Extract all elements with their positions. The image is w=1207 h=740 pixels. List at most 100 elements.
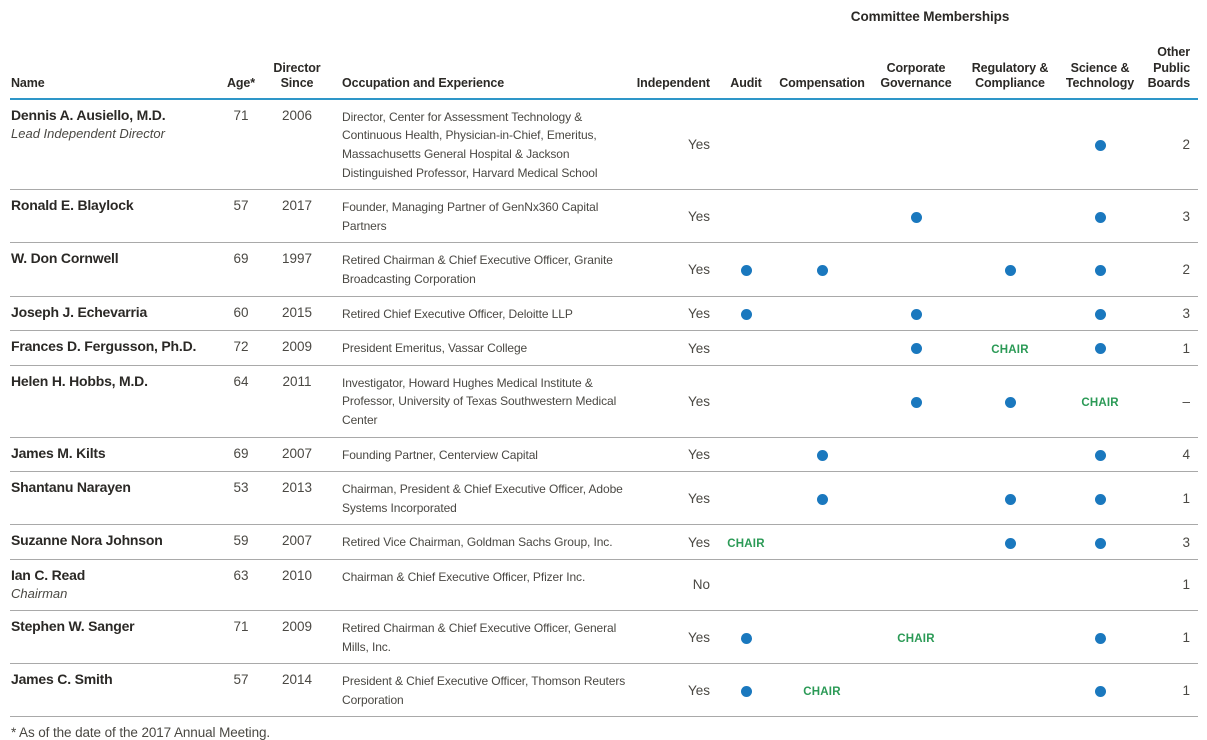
committee-cell-corporate-governance	[870, 365, 962, 438]
committee-cell-regulatory-compliance	[962, 471, 1058, 526]
other-boards-count: 1	[1142, 610, 1199, 665]
independent-value: Yes	[632, 524, 718, 560]
director-occupation: Retired Vice Chairman, Goldman Sachs Gro…	[332, 524, 632, 560]
director-name-cell: Ronald E. Blaylock	[10, 189, 220, 244]
table-row: Frances D. Fergusson, Ph.D. 72 2009 Preside…	[10, 330, 1199, 366]
director-name-cell: Frances D. Fergusson, Ph.D.	[10, 330, 220, 366]
independent-value: Yes	[632, 663, 718, 718]
committee-cell-regulatory-compliance: CHAIR	[962, 330, 1058, 366]
column-header-audit: Audit	[718, 31, 774, 100]
table-row: James M. Kilts 69 2007 Founding Partner, Ce…	[10, 437, 1199, 473]
other-boards-count: 3	[1142, 296, 1199, 332]
director-name: Ronald E. Blaylock	[11, 197, 134, 214]
committee-cell-corporate-governance	[870, 437, 962, 473]
committee-cell-corporate-governance	[870, 296, 962, 332]
director-name: Shantanu Narayen	[11, 479, 131, 496]
director-occupation: Retired Chairman & Chief Executive Offic…	[332, 610, 632, 665]
committee-cell-compensation	[774, 559, 870, 612]
other-boards-count: 2	[1142, 98, 1199, 191]
committee-cell-corporate-governance	[870, 189, 962, 244]
committee-cell-audit	[718, 610, 774, 665]
committee-member-dot-icon	[1094, 140, 1106, 151]
committee-cell-audit	[718, 98, 774, 191]
committee-cell-compensation	[774, 296, 870, 332]
director-since: 2010	[262, 559, 332, 612]
committee-cell-compensation	[774, 471, 870, 526]
committee-cell-compensation	[774, 365, 870, 438]
independent-value: Yes	[632, 98, 718, 191]
independent-value: No	[632, 559, 718, 612]
committee-cell-compensation	[774, 242, 870, 297]
committee-cell-science-technology: CHAIR	[1058, 365, 1143, 438]
committee-member-dot-icon	[1094, 308, 1106, 320]
table-row: Ronald E. Blaylock 57 2017 Founder, Managin…	[10, 189, 1199, 244]
committee-member-dot-icon	[1094, 264, 1106, 276]
director-board-title: Lead Independent Director	[11, 126, 165, 142]
table-row: Shantanu Narayen 53 2013 Chairman, Presiden…	[10, 471, 1199, 526]
board-of-directors-table: Committee Memberships Name Age* Director…	[10, 6, 1199, 718]
committee-cell-regulatory-compliance	[962, 524, 1058, 560]
independent-value: Yes	[632, 242, 718, 297]
committee-cell-audit	[718, 296, 774, 332]
other-boards-count: 1	[1142, 663, 1199, 718]
director-name-cell: Helen H. Hobbs, M.D.	[10, 365, 220, 438]
director-occupation: Chairman & Chief Executive Officer, Pfiz…	[332, 559, 632, 612]
director-name: Joseph J. Echevarria	[11, 303, 148, 320]
committee-cell-science-technology	[1058, 663, 1143, 718]
committee-member-dot-icon	[1004, 537, 1016, 549]
director-age: 59	[220, 524, 262, 560]
column-header-regulatory-compliance: Regulatory & Compliance	[962, 31, 1058, 100]
column-header-director-since: Director Since	[262, 31, 332, 100]
committee-cell-audit	[718, 330, 774, 366]
director-age: 53	[220, 471, 262, 526]
committee-cell-corporate-governance: CHAIR	[870, 610, 962, 665]
committee-member-dot-icon	[910, 343, 922, 355]
director-age: 63	[220, 559, 262, 612]
committee-cell-science-technology	[1058, 524, 1143, 560]
director-since: 2014	[262, 663, 332, 718]
committee-cell-regulatory-compliance	[962, 296, 1058, 332]
committee-cell-science-technology	[1058, 559, 1143, 612]
director-name: Helen H. Hobbs, M.D.	[11, 372, 148, 389]
director-age: 57	[220, 663, 262, 718]
committee-member-dot-icon	[910, 211, 922, 223]
other-boards-count: 1	[1142, 559, 1199, 612]
committee-cell-regulatory-compliance	[962, 663, 1058, 718]
committee-cell-compensation	[774, 330, 870, 366]
independent-value: Yes	[632, 330, 718, 366]
committee-member-dot-icon	[740, 632, 752, 644]
independent-value: Yes	[632, 471, 718, 526]
director-name: James C. Smith	[11, 671, 113, 688]
committee-cell-science-technology	[1058, 437, 1143, 473]
director-since: 2015	[262, 296, 332, 332]
director-name-cell: James C. Smith	[10, 663, 220, 718]
committee-member-dot-icon	[816, 493, 828, 505]
other-boards-count: 3	[1142, 189, 1199, 244]
committee-cell-audit	[718, 437, 774, 473]
committee-cell-compensation	[774, 524, 870, 560]
committee-member-dot-icon	[1094, 632, 1106, 644]
director-since: 1997	[262, 242, 332, 297]
table-row: Ian C. Read Chairman 63 2010 Chairman & Chie…	[10, 559, 1199, 612]
table-row: James C. Smith 57 2014 President & Chief Ex…	[10, 663, 1199, 718]
committee-cell-regulatory-compliance	[962, 98, 1058, 191]
committee-cell-corporate-governance	[870, 242, 962, 297]
committee-chair-label: CHAIR	[1081, 396, 1119, 409]
committee-cell-science-technology	[1058, 242, 1143, 297]
committee-cell-science-technology	[1058, 189, 1143, 244]
column-header-age: Age*	[220, 31, 262, 100]
other-boards-count: 4	[1142, 437, 1199, 473]
director-age: 71	[220, 98, 262, 191]
committee-cell-science-technology	[1058, 98, 1143, 191]
committee-cell-compensation	[774, 98, 870, 191]
table-row: W. Don Cornwell 69 1997 Retired Chairman & …	[10, 242, 1199, 297]
director-age: 69	[220, 437, 262, 473]
committee-cell-corporate-governance	[870, 330, 962, 366]
director-occupation: Retired Chief Executive Officer, Deloitt…	[332, 296, 632, 332]
committee-member-dot-icon	[816, 449, 828, 461]
committee-member-dot-icon	[1094, 493, 1106, 505]
column-header-independent: Independent	[632, 31, 718, 100]
committee-cell-compensation	[774, 189, 870, 244]
director-age: 69	[220, 242, 262, 297]
committee-cell-audit	[718, 189, 774, 244]
